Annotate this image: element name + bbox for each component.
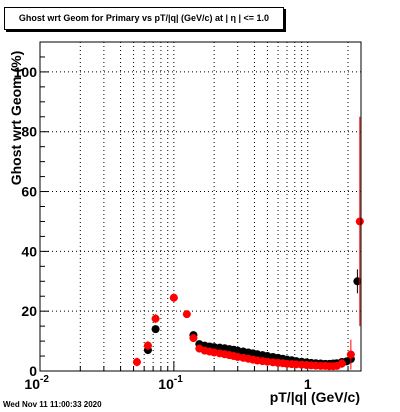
data-point [346, 339, 355, 370]
data-point [169, 293, 178, 303]
y-tick-label: 0 [29, 363, 37, 379]
y-tick-label: 100 [14, 64, 38, 80]
data-point [132, 357, 141, 367]
y-axis-label: Ghost wrt Geom (%) [8, 50, 24, 186]
y-tick-label: 60 [21, 184, 37, 200]
data-point [151, 325, 160, 334]
plot-area [40, 42, 361, 371]
chart-title: Ghost wrt Geom for Primary vs pT/|q| (Ge… [4, 7, 284, 30]
marker [143, 341, 152, 350]
y-tick-label: 80 [21, 124, 37, 140]
x-tick-exponent: -2 [40, 374, 49, 385]
marker [151, 314, 160, 323]
data-point [143, 341, 152, 351]
x-axis-label: pT/|q| (GeV/c) [269, 389, 360, 405]
marker [132, 358, 141, 367]
timestamp: Wed Nov 11 11:00:33 2020 [3, 400, 102, 409]
y-tick-label: 20 [21, 303, 37, 319]
plot-frame [39, 41, 362, 372]
x-tick-label: 10 [158, 376, 174, 392]
data-series [132, 116, 364, 371]
grid-lines [40, 42, 361, 371]
data-point [151, 314, 160, 324]
data-point [182, 310, 191, 319]
data-point [189, 334, 198, 343]
marker [337, 359, 346, 368]
data-point [337, 359, 346, 369]
marker [346, 350, 355, 359]
x-tick-label: 10 [24, 376, 40, 392]
x-tick-label: 1 [304, 376, 312, 392]
marker [355, 217, 364, 226]
marker [169, 293, 178, 302]
y-tick-label: 40 [21, 243, 37, 259]
marker [151, 325, 160, 334]
marker [182, 310, 191, 319]
x-tick-exponent: -1 [174, 374, 183, 385]
marker [189, 334, 198, 343]
data-point [355, 116, 364, 327]
